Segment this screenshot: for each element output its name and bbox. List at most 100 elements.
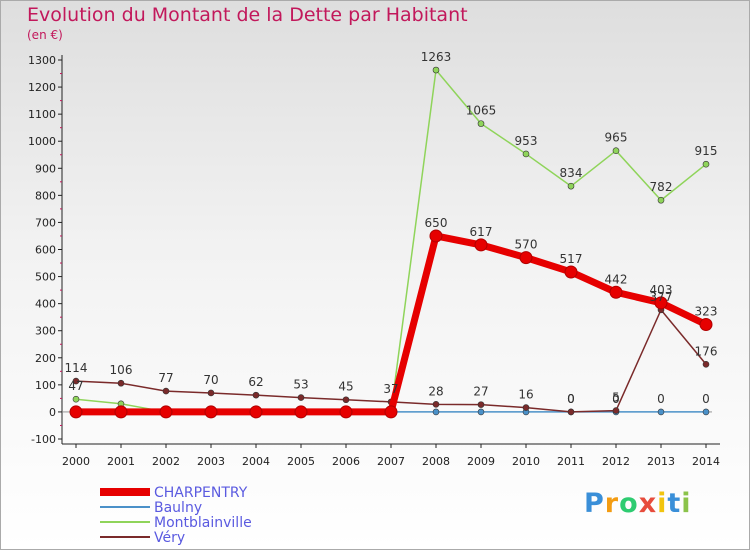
data-point-v-ry [252,391,260,399]
data-point-montblainville [612,147,620,154]
x-tick-label: 2002 [152,455,180,468]
data-point-montblainville [477,120,485,127]
data-point-montblainville [522,150,530,158]
data-label-montblainville: 47 [68,379,83,393]
data-label-v-ry: 5 [612,391,620,405]
data-point-baulny [702,408,710,416]
data-point-montblainville [657,196,665,204]
data-label-baulny: 0 [702,392,710,406]
x-tick-label: 2011 [557,455,585,468]
data-point-charpentry [204,405,218,419]
x-tick-label: 2012 [602,455,630,468]
data-point-charpentry [609,285,623,299]
series-line-montblainville [75,69,707,413]
data-point-v-ry [297,394,305,401]
data-point-baulny [477,408,485,416]
y-tick-label: 0 [49,406,56,419]
logo-letter: t [667,488,682,519]
proxiti-logo: Proxiti [584,488,692,519]
y-tick-label: 300 [35,325,56,338]
y-tick-label: 800 [35,189,56,202]
data-point-v-ry [432,401,440,408]
data-label-charpentry: 323 [695,304,718,318]
data-label-v-ry: 77 [158,371,173,385]
data-point-charpentry [519,251,533,265]
data-label-baulny: 0 [657,392,665,406]
data-point-baulny [432,408,440,416]
data-label-charpentry: 442 [605,272,628,286]
data-label-montblainville: 1065 [466,104,497,118]
data-label-v-ry: 114 [65,361,88,375]
data-label-v-ry: 37 [383,382,398,396]
logo-letter: x [638,488,658,519]
x-tick-label: 2007 [377,455,405,468]
x-tick-label: 2014 [692,455,720,468]
data-point-v-ry [207,389,215,397]
data-point-charpentry [474,238,488,252]
data-point-v-ry [72,377,80,385]
y-tick-label: 400 [35,298,56,311]
chart-subtitle: (en €) [27,28,63,42]
data-point-montblainville [567,182,575,190]
data-point-charpentry [249,405,263,419]
data-point-charpentry [294,405,308,419]
data-point-charpentry [699,317,713,331]
x-tick-label: 2010 [512,455,540,468]
logo-letter: i [681,488,692,519]
data-point-charpentry [114,405,128,419]
data-label-v-ry: 53 [293,378,308,392]
legend-label-v-ry: Véry [154,530,185,546]
data-point-v-ry [702,360,710,368]
data-label-baulny: 0 [567,392,575,406]
logo-letter: r [604,488,620,519]
data-point-v-ry [567,408,575,416]
data-point-charpentry [69,405,83,419]
data-point-v-ry [477,401,485,408]
data-label-v-ry: 27 [473,385,488,399]
data-label-charpentry: 650 [425,216,448,230]
data-point-charpentry [429,229,443,243]
data-point-montblainville [432,66,440,74]
data-point-charpentry [384,405,398,419]
y-tick-label: 200 [35,352,56,365]
data-point-charpentry [564,265,578,279]
data-point-v-ry [522,404,530,411]
data-label-charpentry: 403 [650,283,673,297]
y-tick-label: 500 [35,271,56,284]
data-point-v-ry [342,396,350,404]
x-tick-label: 2003 [197,455,225,468]
data-label-montblainville: 834 [560,166,583,180]
data-label-v-ry: 28 [428,384,443,398]
y-tick-label: 1000 [28,135,56,148]
data-label-v-ry: 16 [518,388,533,402]
data-label-v-ry: 377 [650,290,673,304]
x-tick-label: 2005 [287,455,315,468]
logo-letter: P [584,488,605,519]
legend-label-charpentry: CHARPENTRY [154,485,248,501]
logo-letter: o [619,488,639,519]
y-tick-label: 900 [35,162,56,175]
data-label-montblainville: 953 [515,134,538,148]
y-tick-label: 600 [35,244,56,257]
data-label-v-ry: 62 [248,375,263,389]
y-tick-label: -100 [31,433,56,446]
data-label-montblainville: 1263 [421,50,452,64]
logo-letter: i [657,488,668,519]
data-point-montblainville [702,160,710,168]
data-label-charpentry: 617 [470,225,493,239]
x-tick-label: 2009 [467,455,495,468]
data-label-charpentry: 570 [515,238,538,252]
data-point-charpentry [339,405,353,419]
x-tick-label: 2008 [422,455,450,468]
data-point-montblainville [72,395,80,403]
data-point-charpentry [159,405,173,419]
data-label-montblainville: 965 [605,131,628,145]
y-tick-label: 1200 [28,81,56,94]
x-tick-label: 2001 [107,455,135,468]
data-label-v-ry: 106 [110,363,133,377]
data-label-charpentry: 517 [560,252,583,266]
legend-label-baulny: Baulny [154,500,202,516]
data-point-baulny [657,408,665,416]
